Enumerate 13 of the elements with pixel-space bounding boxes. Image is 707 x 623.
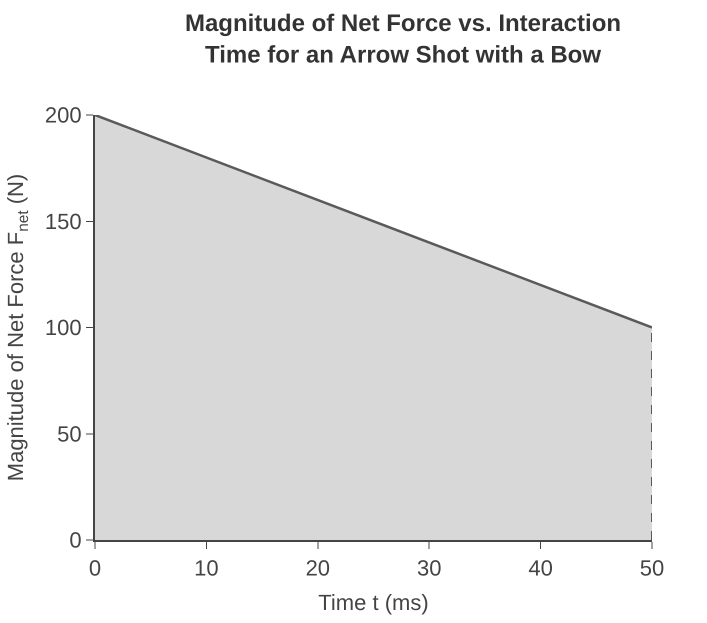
y-tick-label: 200 — [44, 102, 82, 128]
chart-title: Magnitude of Net Force vs. Interaction Time for an Arrow Shot with a Bow — [184, 10, 622, 68]
x-tick-label: 50 — [640, 555, 664, 580]
x-tick-label: 0 — [88, 555, 102, 580]
y-tick-label: 100 — [44, 315, 82, 340]
x-tick-label: 10 — [194, 555, 219, 580]
x-tick-label: 20 — [306, 555, 330, 580]
y-tick-label: 50 — [57, 421, 82, 446]
x-tick-label: 40 — [528, 555, 553, 580]
x-tick-label: 30 — [416, 555, 442, 580]
y-tick-label: 0 — [69, 528, 82, 553]
x-axis-title: Time t (ms) — [318, 590, 429, 615]
y-tick-label: 150 — [44, 208, 82, 234]
